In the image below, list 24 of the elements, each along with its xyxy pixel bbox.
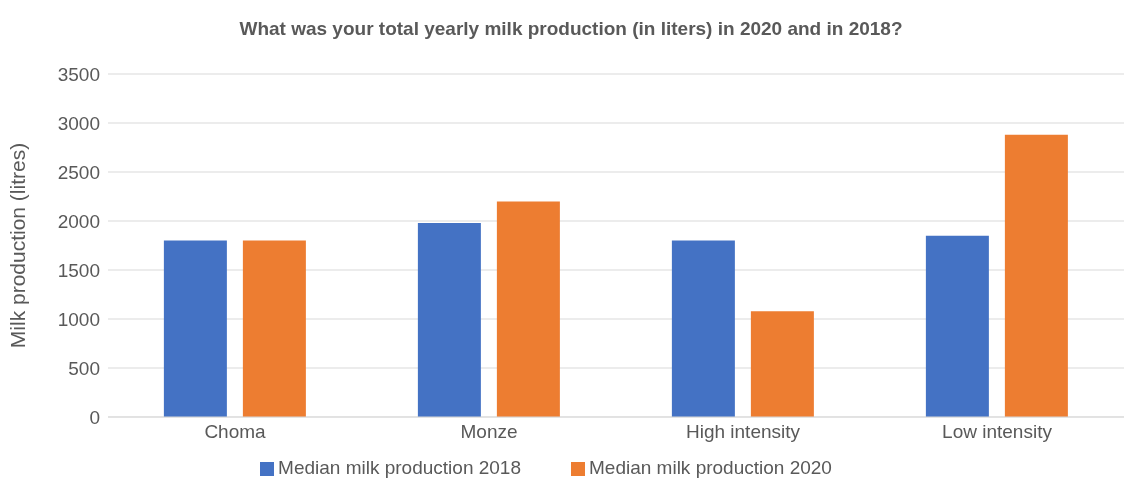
- bar: [496, 201, 560, 417]
- x-tick-label: High intensity: [685, 421, 801, 443]
- bar: [417, 222, 481, 417]
- bar: [750, 311, 814, 417]
- bar: [925, 235, 989, 417]
- y-tick-label: 500: [68, 357, 100, 379]
- bar: [1004, 134, 1068, 417]
- bar: [242, 240, 306, 417]
- y-axis-title: Milk production (litres): [6, 142, 30, 349]
- x-tick-label: Low intensity: [942, 421, 1053, 443]
- legend-label: Median milk production 2020: [589, 457, 832, 478]
- x-tick-label: Choma: [204, 421, 267, 443]
- y-tick-label: 1000: [57, 308, 100, 330]
- y-tick-label: 3000: [57, 112, 100, 134]
- chart-title: What was your total yearly milk production (in liters) in 2020 and in 2018?: [238, 17, 904, 41]
- x-tick-label: Monze: [460, 421, 518, 443]
- y-tick-label: 2000: [57, 210, 100, 232]
- y-tick-label: 2500: [57, 161, 100, 183]
- y-tick-label: 0: [89, 406, 100, 428]
- y-tick-label: 3500: [57, 63, 100, 85]
- bar: [163, 240, 227, 417]
- y-tick-label: 1500: [57, 259, 100, 281]
- bar: [671, 240, 735, 417]
- legend-label: Median milk production 2018: [278, 457, 521, 478]
